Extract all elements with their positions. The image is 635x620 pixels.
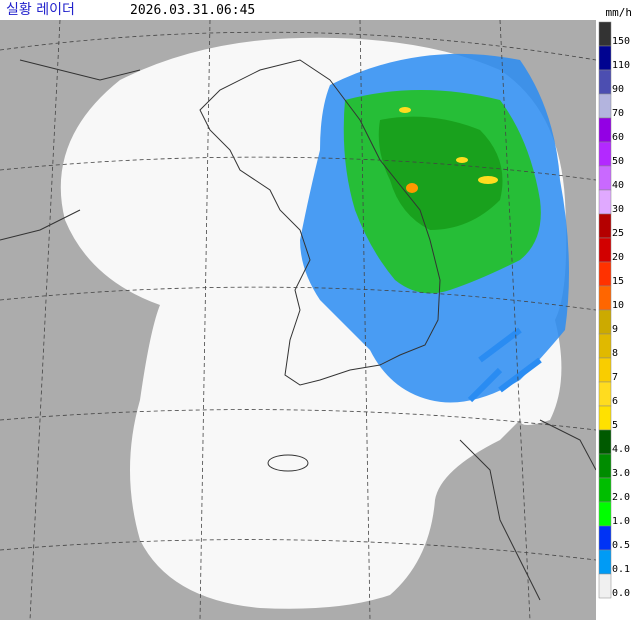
legend-swatch xyxy=(598,453,612,479)
legend-label: 50 xyxy=(612,156,624,167)
legend-swatch xyxy=(598,69,612,95)
legend-swatch xyxy=(598,237,612,263)
rain-cell xyxy=(399,107,411,113)
legend-swatch xyxy=(598,357,612,383)
legend-swatch xyxy=(598,117,612,143)
legend-swatch xyxy=(598,525,612,551)
legend-label: 20 xyxy=(612,252,624,263)
legend-swatch xyxy=(598,141,612,167)
legend-label: 8 xyxy=(612,348,618,359)
legend-label: 6 xyxy=(612,396,618,407)
legend-label: 2.0 xyxy=(612,492,630,503)
legend-swatch xyxy=(598,549,612,575)
legend-swatch xyxy=(598,189,612,215)
unit: mm/h xyxy=(606,6,633,19)
legend-label: 30 xyxy=(612,204,624,215)
rain-cell xyxy=(478,176,498,184)
rain-area-heavy xyxy=(378,116,503,230)
legend-swatch xyxy=(598,261,612,287)
rain-cell xyxy=(406,183,418,193)
legend-label: 5 xyxy=(612,420,618,431)
legend-swatch xyxy=(598,21,612,47)
legend-swatch xyxy=(598,45,612,71)
rain-cell xyxy=(456,157,468,163)
legend-swatch xyxy=(598,309,612,335)
legend-label: 70 xyxy=(612,108,624,119)
grid-lines xyxy=(0,19,597,620)
legend-label: 0.0 xyxy=(612,588,630,599)
header-bar xyxy=(0,0,635,20)
legend-swatch xyxy=(598,333,612,359)
legend-label: 25 xyxy=(612,228,624,239)
legend-label: 0.1 xyxy=(612,564,630,575)
legend-label: 110 xyxy=(612,60,630,71)
legend-label: 150 xyxy=(612,36,630,47)
legend-label: 7 xyxy=(612,372,618,383)
legend-label: 40 xyxy=(612,180,624,191)
legend-swatch xyxy=(598,429,612,455)
legend-label: 0.5 xyxy=(612,540,630,551)
timestamp: 2026.03.31.06:45 xyxy=(130,3,255,18)
legend-label: 1.0 xyxy=(612,516,630,527)
legend-label: 4.0 xyxy=(612,444,630,455)
legend-label: 10 xyxy=(612,300,624,311)
legend-label: 3.0 xyxy=(612,468,630,479)
legend-swatch xyxy=(598,165,612,191)
title: 실황 레이더 xyxy=(6,2,75,18)
legend-swatch xyxy=(598,93,612,119)
legend-swatch xyxy=(598,405,612,431)
legend-swatch xyxy=(598,477,612,503)
legend-label: 15 xyxy=(612,276,624,287)
legend-label: 9 xyxy=(612,324,618,335)
legend-swatch xyxy=(598,381,612,407)
legend-swatch xyxy=(598,285,612,311)
legend-label: 90 xyxy=(612,84,624,95)
legend-label: 60 xyxy=(612,132,624,143)
coastline xyxy=(0,59,597,601)
rain-band xyxy=(467,327,542,403)
legend-swatch xyxy=(598,573,612,599)
legend: 150 110 90 70 60 50 40 30 25 20 15 10 9 8 7 6 5 4.0 3.0 2.0… xyxy=(598,21,630,599)
legend-swatch xyxy=(598,501,612,527)
legend-swatch xyxy=(598,213,612,239)
